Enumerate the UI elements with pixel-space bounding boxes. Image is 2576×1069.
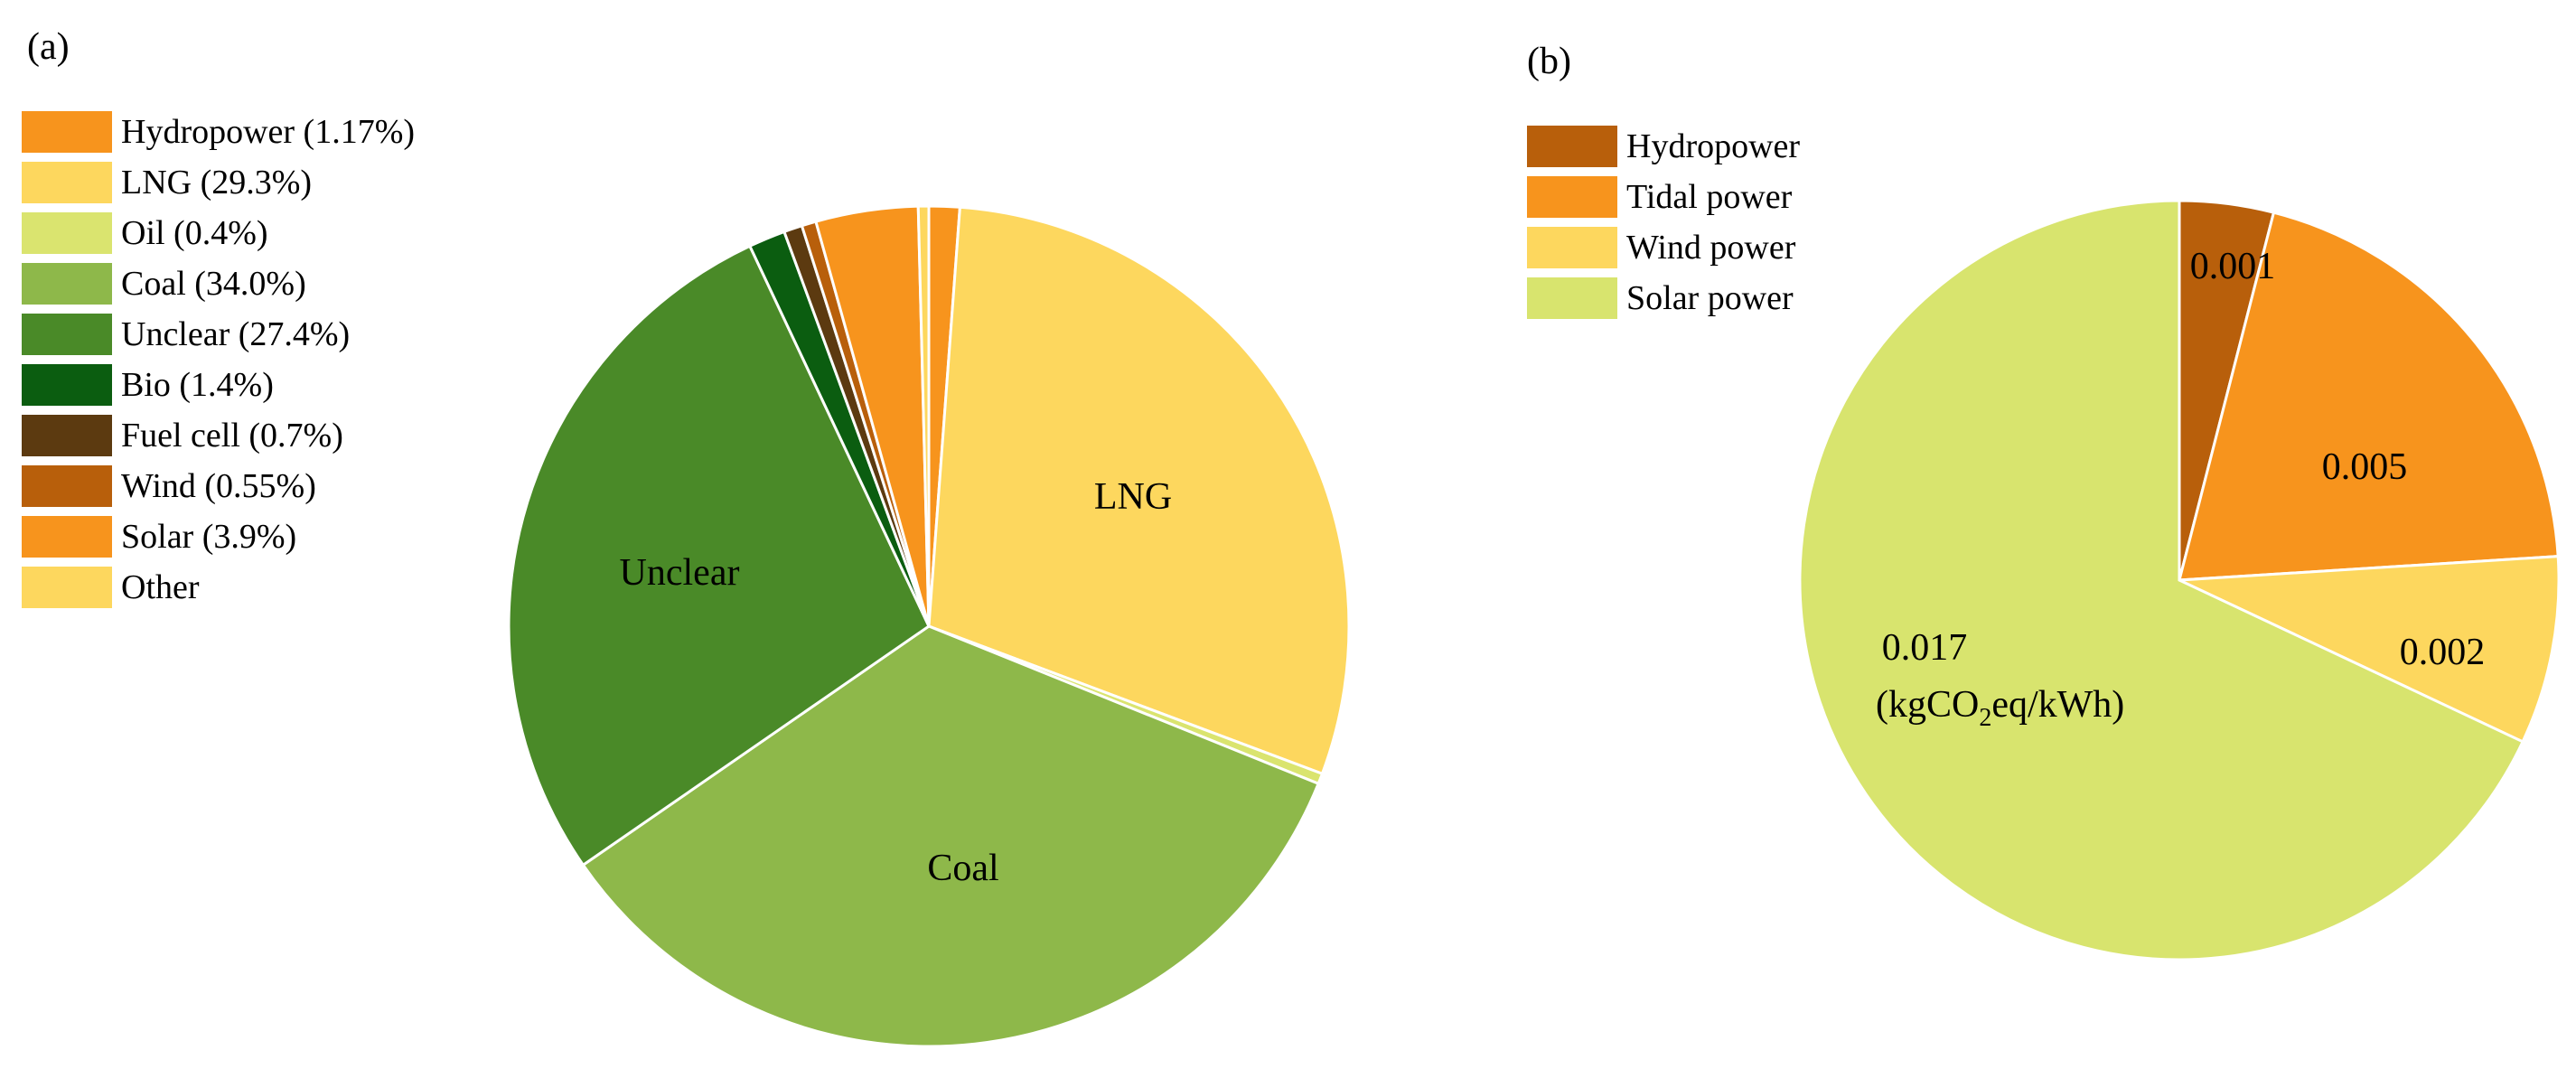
pie-slice-solar-power xyxy=(1798,199,2525,961)
unit-label-open: (kgCO xyxy=(1876,684,1979,726)
legend-label: Oil (0.4%) xyxy=(121,214,268,252)
legend-swatch-coal xyxy=(22,263,112,305)
pie-chart-a: LNG Coal Unclear xyxy=(507,204,1351,1048)
legend-item-solar: Solar (3.9%) xyxy=(22,511,415,562)
legend-item-other: Other xyxy=(22,562,415,613)
legend-swatch-solar-power xyxy=(1527,277,1617,319)
legend-label: Wind (0.55%) xyxy=(121,467,316,505)
legend-b: Hydropower Tidal power Wind power Solar pow… xyxy=(1527,121,1800,324)
legend-item-lng: LNG (29.3%) xyxy=(22,157,415,208)
legend-swatch-tidal-power xyxy=(1527,176,1617,218)
pie-slice-coal xyxy=(581,624,1321,1048)
legend-swatch-wind-power xyxy=(1527,227,1617,268)
legend-swatch-solar xyxy=(22,516,112,558)
legend-label: Other xyxy=(121,568,200,606)
legend-swatch-fuel-cell xyxy=(22,415,112,456)
legend-item-wind-power: Wind power xyxy=(1527,222,1800,273)
legend-label: Bio (1.4%) xyxy=(121,366,274,404)
unit-label-close: eq/kWh) xyxy=(1991,684,2124,726)
pie-label-wind-power: 0.002 xyxy=(2400,632,2486,673)
legend-swatch-unclear xyxy=(22,314,112,355)
legend-label: Coal (34.0%) xyxy=(121,265,306,303)
pie-label-unclear: Unclear xyxy=(620,552,740,594)
pie-label-solar-power: 0.017 xyxy=(1882,627,1968,669)
pie-slice-lng xyxy=(927,205,1351,776)
legend-item-tidal-power: Tidal power xyxy=(1527,172,1800,222)
legend-item-fuel-cell: Fuel cell (0.7%) xyxy=(22,410,415,461)
legend-label: Wind power xyxy=(1626,229,1796,267)
legend-item-hydropower: Hydropower xyxy=(1527,121,1800,172)
pie-label-hydropower: 0.001 xyxy=(2190,246,2276,287)
legend-label: Solar (3.9%) xyxy=(121,518,297,556)
pie-label-tidal-power: 0.005 xyxy=(2322,446,2408,488)
legend-item-coal: Coal (34.0%) xyxy=(22,258,415,309)
legend-swatch-oil xyxy=(22,212,112,254)
pie-slice-tidal-power xyxy=(2178,211,2560,582)
pie-slice-wind-power xyxy=(2178,555,2561,744)
legend-swatch-other xyxy=(22,567,112,608)
unit-label-subscript: 2 xyxy=(1979,704,1991,732)
legend-item-wind: Wind (0.55%) xyxy=(22,461,415,511)
legend-label: Fuel cell (0.7%) xyxy=(121,417,343,455)
unit-label: (kgCO2eq/kWh) xyxy=(1876,684,2124,732)
pie-slice-other xyxy=(916,204,931,627)
legend-item-oil: Oil (0.4%) xyxy=(22,208,415,258)
pie-label-lng: LNG xyxy=(1094,476,1172,518)
legend-item-bio: Bio (1.4%) xyxy=(22,360,415,410)
legend-label: LNG (29.3%) xyxy=(121,164,313,202)
legend-swatch-lng xyxy=(22,162,112,203)
panel-b-label: (b) xyxy=(1527,41,1571,82)
legend-item-solar-power: Solar power xyxy=(1527,273,1800,324)
panel-a-label: (a) xyxy=(27,26,70,68)
legend-label: Hydropower xyxy=(1626,127,1801,165)
pie-chart-b: 0.001 0.005 0.002 0.017 (kgCO2eq/kWh) xyxy=(1798,199,2561,961)
legend-label: Tidal power xyxy=(1626,178,1793,216)
pie-slice-unclear xyxy=(507,244,931,867)
legend-label: Unclear (27.4%) xyxy=(121,315,351,353)
legend-swatch-hydropower xyxy=(22,111,112,153)
legend-item-unclear: Unclear (27.4%) xyxy=(22,309,415,360)
pie-label-coal: Coal xyxy=(927,848,998,889)
legend-label: Hydropower (1.17%) xyxy=(121,113,416,151)
legend-swatch-wind xyxy=(22,465,112,507)
legend-a: Hydropower (1.17%) LNG (29.3%) Oil (0.4%) C… xyxy=(22,107,415,613)
legend-swatch-hydropower xyxy=(1527,126,1617,167)
legend-label: Solar power xyxy=(1626,279,1794,317)
legend-swatch-bio xyxy=(22,364,112,406)
legend-item-hydropower: Hydropower (1.17%) xyxy=(22,107,415,157)
